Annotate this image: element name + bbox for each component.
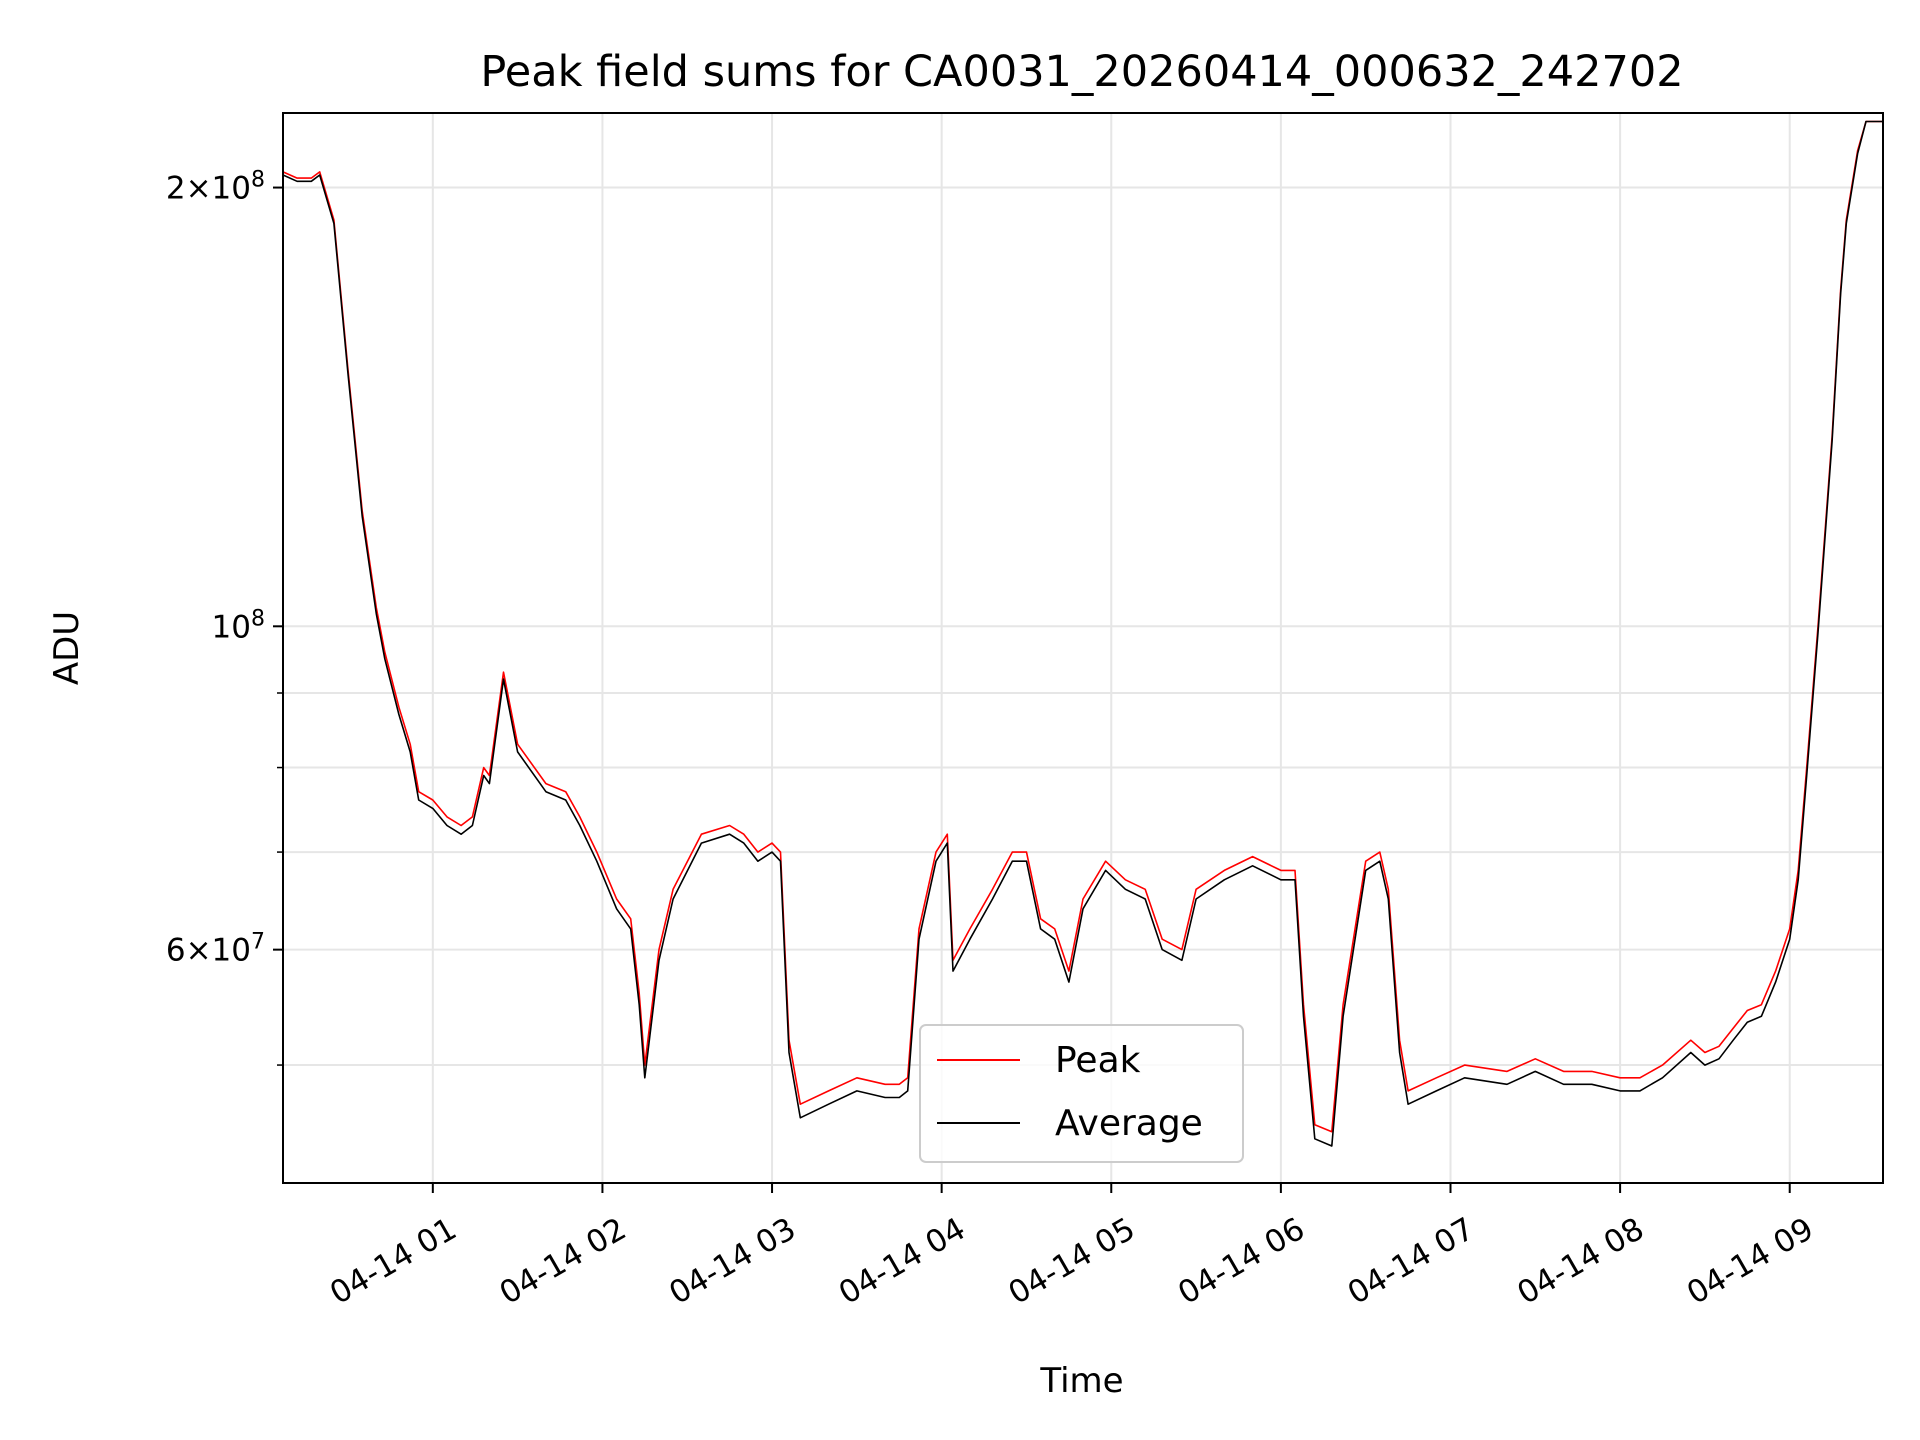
series-line-peak [283, 120, 1883, 1133]
plot-area-frame [282, 112, 1884, 1184]
legend-label-peak: Peak [1055, 1040, 1141, 1081]
x-axis-label: Time [1039, 1361, 1123, 1401]
y-tick-label: 108 [212, 606, 265, 646]
chart-title: Peak field sums for CA0031_20260414_0006… [480, 47, 1683, 97]
legend: Peak Average [919, 1024, 1244, 1163]
y-axis-label: ADU [47, 611, 87, 685]
series-lines [283, 120, 1883, 1147]
y-tick-label: 6×107 [166, 929, 265, 969]
y-tick-label: 2×108 [166, 167, 265, 207]
series-line-average [283, 120, 1883, 1147]
grid-lines [283, 113, 1883, 1183]
legend-label-average: Average [1055, 1103, 1203, 1144]
